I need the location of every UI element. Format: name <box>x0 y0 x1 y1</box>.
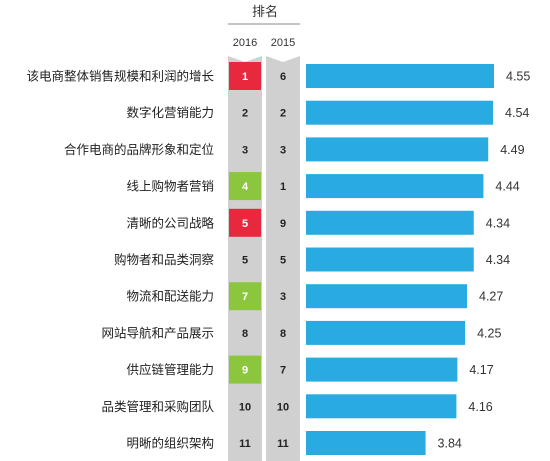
category-label: 网站导航和产品展示 <box>101 325 214 340</box>
data-label: 4.16 <box>468 400 492 414</box>
rank-highlight-red <box>229 62 261 90</box>
category-label: 品类管理和采购团队 <box>101 399 214 414</box>
category-label: 清晰的公司战略 <box>126 215 214 230</box>
data-label: 4.55 <box>506 70 530 84</box>
rank-2016-value: 7 <box>242 291 248 303</box>
rank-2015-value: 2 <box>280 108 286 120</box>
rank-2015-value: 1 <box>280 181 286 193</box>
data-label: 3.84 <box>438 437 462 451</box>
data-label: 4.54 <box>505 106 529 120</box>
chart-row: 清晰的公司战略 5 9 4.34 <box>126 208 510 237</box>
rank-column-header-2016: 2016 <box>233 37 257 49</box>
rank-highlight-green <box>229 282 261 311</box>
chart-row: 该电商整体销售规模和利润的增长 1 6 4.55 <box>26 62 530 90</box>
rank-2015-value: 11 <box>277 438 289 450</box>
rank-2015-value: 7 <box>280 365 286 377</box>
bar <box>306 357 458 382</box>
data-label: 4.34 <box>486 216 510 230</box>
chart-row: 明晰的组织架构 11 11 3.84 <box>126 431 462 455</box>
rank-2015-value: 5 <box>280 255 286 267</box>
category-label: 合作电商的品牌形象和定位 <box>64 142 214 157</box>
data-label: 4.27 <box>479 290 503 304</box>
bar <box>306 64 494 88</box>
rank-2015-value: 8 <box>280 328 286 340</box>
chart-row: 购物者和品类洞察 5 5 4.34 <box>114 247 510 272</box>
bar <box>306 431 426 455</box>
rank-2016-value: 3 <box>242 144 248 156</box>
category-label: 供应链管理能力 <box>126 362 214 377</box>
data-label: 4.49 <box>500 143 524 157</box>
rank-2015-value: 6 <box>280 71 286 83</box>
chart-row: 网站导航和产品展示 8 8 4.25 <box>101 320 501 345</box>
rank-2016-value: 10 <box>239 401 251 413</box>
rank-2016-value: 4 <box>242 181 249 193</box>
rank-2016-value: 8 <box>242 328 248 340</box>
category-label: 物流和配送能力 <box>126 289 214 304</box>
category-label: 购物者和品类洞察 <box>114 252 215 267</box>
rank-2015-value: 3 <box>280 291 286 303</box>
rank-highlight-red <box>229 208 261 237</box>
rank-2016-value: 5 <box>242 218 248 230</box>
chart-row: 供应链管理能力 9 7 4.17 <box>126 355 494 384</box>
rank-2016-value: 2 <box>242 108 248 120</box>
category-label: 线上购物者营销 <box>126 179 214 194</box>
data-label: 4.44 <box>495 180 519 194</box>
chart-row: 品类管理和采购团队 10 10 4.16 <box>101 394 493 419</box>
bar <box>306 174 484 199</box>
bar <box>306 320 466 345</box>
rank-2015-value: 3 <box>280 144 286 156</box>
category-label: 明晰的组织架构 <box>126 436 214 451</box>
rank-2016-value: 9 <box>242 365 248 377</box>
data-label: 4.34 <box>486 253 510 267</box>
rank-highlight-green <box>229 172 261 201</box>
rank-2016-value: 5 <box>242 255 248 267</box>
chart-row: 物流和配送能力 7 3 4.27 <box>126 282 503 311</box>
rank-header-title: 排名 <box>252 4 278 19</box>
bar <box>306 284 468 309</box>
bar <box>306 247 474 272</box>
bar <box>306 100 494 125</box>
bar <box>306 210 474 235</box>
rank-highlight-green <box>229 355 261 384</box>
data-label: 4.17 <box>469 363 493 377</box>
bar <box>306 394 457 419</box>
bar <box>306 137 489 162</box>
data-label: 4.25 <box>477 326 501 340</box>
chart-row: 合作电商的品牌形象和定位 3 3 4.49 <box>64 137 525 162</box>
rank-2015-value: 10 <box>277 401 289 413</box>
category-label: 该电商整体销售规模和利润的增长 <box>26 69 214 84</box>
chart-row: 数字化营销能力 2 2 4.54 <box>126 100 529 125</box>
rank-column-header-2015: 2015 <box>271 37 295 49</box>
rank-2016-value: 1 <box>242 71 248 83</box>
rank-2016-value: 11 <box>239 438 251 450</box>
chart-row: 线上购物者营销 4 1 4.44 <box>126 172 520 201</box>
category-label: 数字化营销能力 <box>126 105 214 120</box>
rank-column-2015 <box>266 56 300 461</box>
rank-2015-value: 9 <box>280 218 286 230</box>
